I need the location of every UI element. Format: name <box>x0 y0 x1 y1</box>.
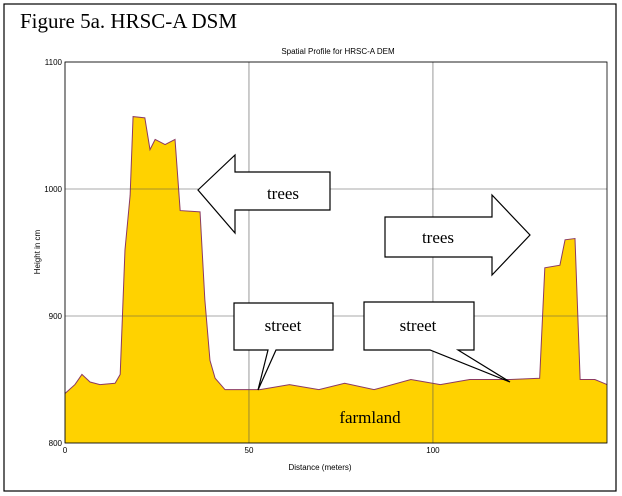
figure-label: Figure 5a. HRSC-A DSM <box>20 9 237 33</box>
callout <box>233 302 334 391</box>
annotation: farmland <box>339 408 401 427</box>
x-axis-label: Distance (meters) <box>288 463 351 472</box>
y-tick-label: 1000 <box>44 185 62 194</box>
x-tick-label: 50 <box>245 446 254 455</box>
callout <box>363 301 511 383</box>
y-tick-label: 900 <box>49 312 63 321</box>
annotation: trees <box>267 184 299 203</box>
area <box>65 116 607 444</box>
x-tick-label: 100 <box>426 446 440 455</box>
line <box>64 116 608 394</box>
annotation: street <box>400 316 437 335</box>
annotation: street <box>265 316 302 335</box>
arrow-left <box>197 153 331 235</box>
annotation: trees <box>422 228 454 247</box>
y-axis-label: Height in cm <box>33 229 42 274</box>
chart-title: Spatial Profile for HRSC-A DEM <box>281 47 395 56</box>
y-tick-label: 800 <box>49 439 63 448</box>
arrow-right <box>384 193 531 277</box>
x-tick-label: 0 <box>63 446 68 455</box>
y-tick-label: 1100 <box>45 58 63 67</box>
plot-border <box>64 61 608 444</box>
